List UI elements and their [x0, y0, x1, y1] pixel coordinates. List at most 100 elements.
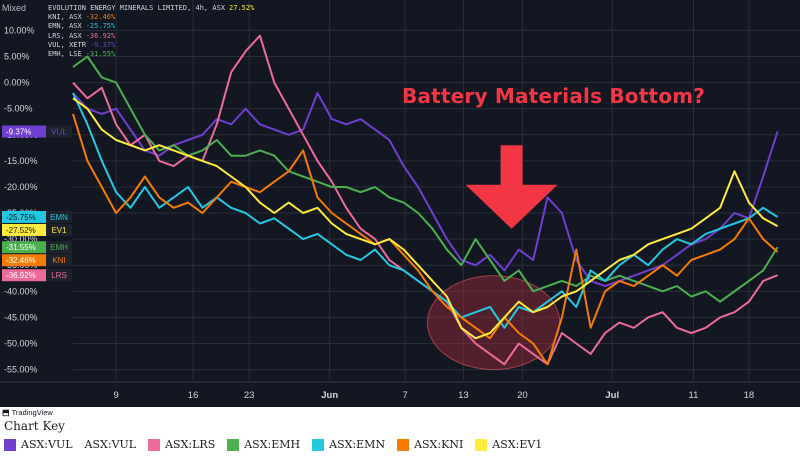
tradingview-logo-icon: ⬒: [2, 408, 10, 417]
chart-key-label: ASX:VUL: [84, 438, 137, 451]
annotation-arrow-icon: [465, 145, 558, 229]
annotation-text: Battery Materials Bottom?: [402, 84, 706, 108]
value-box-bg-vul: [2, 125, 46, 138]
series-line-emh: [72, 55, 779, 303]
legend-value: -9.37%: [89, 40, 116, 49]
value-box-tag-vul: VUL: [51, 127, 67, 136]
value-box-tag-emh: EMH: [50, 243, 68, 252]
value-box-tag-emn: EMN: [50, 213, 68, 222]
series-line-emn: [72, 92, 779, 329]
legend-row-4[interactable]: VUL, XETR -9.37%: [48, 41, 254, 50]
value-box-bg-lrs: [2, 269, 46, 282]
value-box-bg-emn: [2, 210, 46, 223]
chart-key-label: ASX:EV1: [492, 438, 543, 451]
value-box-kni: -32.46% KNI: [2, 254, 72, 267]
chart-panel: 10.00%5.00%0.00%-5.00%-10.00%-15.00%-20.…: [0, 0, 800, 407]
y-tick-label-5: -15.00%: [4, 156, 38, 166]
legend-value: -25.75%: [85, 22, 116, 31]
value-box-tag-bg-emh: [46, 241, 72, 254]
legend-value: -32.46%: [85, 13, 116, 22]
value-box-pct-emh: -31.55%: [6, 243, 36, 252]
x-tick-label-8: 11: [689, 390, 699, 401]
value-box-tag-bg-kni: [46, 254, 72, 267]
series-line-vul: [72, 92, 779, 288]
value-box-bg-kni: [2, 254, 46, 267]
value-box-tag-bg-emn: [46, 210, 72, 223]
value-box-pct-vul: -9.37%: [6, 127, 31, 136]
value-box-lrs: -36.92% LRS: [2, 269, 72, 282]
legend-row-5[interactable]: EMH, LSE -31.55%: [48, 50, 254, 59]
chart-key-item-3: ASX:EMH: [227, 438, 300, 451]
chart-key-item-5: ASX:KNI: [397, 438, 463, 451]
value-box-emh: -31.55% EMH: [2, 241, 72, 254]
tradingview-brand-label: TradingView: [11, 408, 53, 417]
chart-key-item-6: ASX:EV1: [475, 438, 542, 451]
legend-row-2[interactable]: EMN, ASX -25.75%: [48, 22, 254, 31]
value-box-tag-bg-lrs: [46, 269, 72, 282]
chart-key-label: ASX:VUL: [21, 438, 73, 451]
legend-row-3[interactable]: LRS, ASX -36.92%: [48, 32, 254, 41]
chart-key-label: ASX:KNI: [414, 438, 464, 451]
chart-key-swatch: [312, 438, 325, 451]
y-tick-label-3: -5.00%: [4, 104, 33, 114]
x-tick-label-7: Jul: [605, 390, 619, 401]
y-tick-label-8: -30.00%: [4, 234, 38, 244]
tradingview-brand: ⬒ TradingView: [2, 408, 53, 417]
scale-mode-label[interactable]: Mixed: [2, 3, 27, 13]
value-box-tag-lrs: LRS: [51, 271, 67, 280]
x-tick-label-5: 13: [458, 390, 469, 401]
chart-svg: 10.00%5.00%0.00%-5.00%-10.00%-15.00%-20.…: [0, 0, 800, 401]
value-box-pct-lrs: -36.92%: [6, 271, 36, 280]
value-box-emn: -25.75% EMN: [2, 210, 72, 223]
x-tick-label-6: 20: [517, 390, 528, 401]
value-box-tag-bg-ev1: [46, 223, 72, 236]
legend-symbol: EVOLUTION ENERGY MINERALS LIMITED, 4h, A…: [48, 4, 226, 12]
chart-key-item-0: ASX:VUL: [4, 438, 73, 451]
value-box-tag-bg-vul: [46, 125, 72, 138]
x-tick-label-3: Jun: [321, 390, 338, 401]
y-tick-label-6: -20.00%: [4, 182, 38, 192]
legend-symbol: EMH, LSE: [48, 50, 82, 59]
x-tick-label-4: 7: [403, 390, 408, 401]
chart-key-label: ASX:LRS: [165, 438, 216, 451]
series-legend: EVOLUTION ENERGY MINERALS LIMITED, 4h, A…: [48, 4, 254, 59]
chart-key-swatch: [397, 438, 410, 451]
legend-symbol: EMN, ASX: [48, 22, 82, 31]
y-tick-label-11: -45.00%: [4, 312, 38, 322]
chart-key-item-2: ASX:LRS: [148, 438, 215, 451]
chart-key-title: Chart Key: [4, 419, 65, 433]
y-tick-label-12: -50.00%: [4, 338, 38, 348]
chart-key-swatch: [227, 438, 240, 451]
chart-key-label: ASX:EMN: [329, 438, 386, 451]
legend-value: -31.55%: [85, 50, 116, 59]
chart-key-item-1: ASX:VUL: [85, 438, 137, 451]
series-line-kni: [72, 113, 779, 366]
legend-value: -36.92%: [85, 31, 116, 40]
chart-key-item-4: ASX:EMN: [312, 438, 385, 451]
value-box-bg-emh: [2, 241, 46, 254]
value-box-pct-emn: -25.75%: [6, 213, 36, 222]
x-tick-label-2: 23: [244, 390, 255, 401]
chart-key-label: ASX:EMH: [244, 438, 301, 451]
legend-symbol: KNI, ASX: [48, 13, 82, 22]
value-box-tag-kni: KNI: [52, 256, 65, 265]
y-tick-label-1: 5.00%: [4, 52, 30, 62]
legend-symbol: VUL, XETR: [48, 40, 86, 49]
y-tick-label-10: -40.00%: [4, 286, 38, 296]
x-tick-label-1: 16: [188, 390, 199, 401]
value-box-ev1: -27.52% EV1: [2, 223, 72, 236]
x-tick-label-0: 9: [113, 390, 118, 401]
x-tick-label-9: 18: [744, 390, 755, 401]
legend-row-1[interactable]: KNI, ASX -32.46%: [48, 13, 254, 22]
chart-key-swatch: [475, 438, 488, 451]
value-box-vul: -9.37% VUL: [2, 125, 72, 138]
y-tick-label-0: 10.00%: [4, 25, 35, 35]
legend-row-0[interactable]: EVOLUTION ENERGY MINERALS LIMITED, 4h, A…: [48, 4, 254, 13]
value-box-pct-kni: -32.46%: [6, 256, 36, 265]
legend-symbol: LRS, ASX: [48, 31, 82, 40]
value-box-bg-ev1: [2, 223, 46, 236]
chart-key-swatch: [148, 438, 161, 451]
legend-value: 27.52%: [229, 4, 255, 12]
series-line-ev1: [72, 97, 779, 340]
chart-key: ASX:VUL ASX:VUL ASX:LRS ASX:EMH ASX:EMN ASX:K…: [4, 438, 554, 451]
